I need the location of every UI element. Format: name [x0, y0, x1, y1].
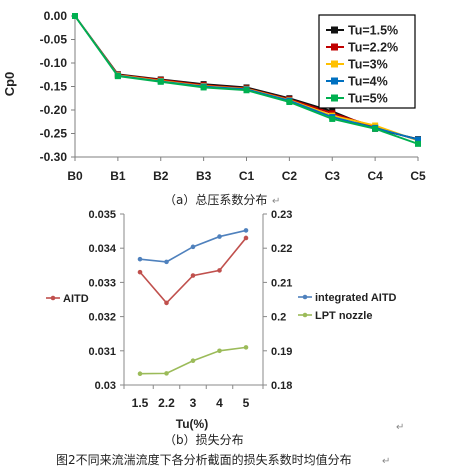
chart-b-data-point	[164, 259, 169, 265]
chart-a-y-tick-label: -0.05	[40, 33, 68, 47]
chart-a-legend-swatch-marker	[331, 94, 338, 102]
chart-a-y-ticks: 0.00 -0.05 -0.10 -0.15 -0.20 -0.25 -0.30	[40, 9, 75, 164]
chart-b-legend-label: integrated AITD	[315, 292, 397, 304]
chart-b-left-tick-label: 0.03	[95, 380, 116, 392]
chart-a-legend-label: Tu=3%	[348, 58, 388, 72]
chart-b-legend-label: AITD	[63, 293, 89, 305]
chart-a-x-tick-label: C2	[282, 169, 298, 183]
chart-b-right-tick-label: 0.2	[271, 312, 286, 324]
chart-b-x-tick-label: 2.2	[158, 396, 175, 410]
chart-b-right-tick-label: 0.22	[271, 243, 292, 255]
chart-a-x-tick-label: C5	[410, 169, 426, 183]
chart-b-x-axis-label: Tu(%)	[176, 417, 208, 431]
figure-caption: 图2不同来流湍流度下各分析截面的损失系数时均值分布	[56, 452, 352, 467]
chart-b-right-tick-label: 0.23	[271, 209, 292, 221]
chart-b-left-tick-label: 0.034	[88, 243, 116, 255]
chart-a-data-point	[415, 140, 421, 147]
chart-b-left-tick-label: 0.033	[88, 277, 116, 289]
chart-b-legends: AITD integrated AITD LPT nozzle	[46, 292, 397, 322]
chart-b-data-point	[164, 300, 169, 306]
chart-a-data-point	[372, 125, 379, 132]
chart-a-x-tick-label: C4	[367, 169, 383, 183]
chart-b-legend-swatch-marker	[302, 312, 308, 318]
chart-a-legend-swatch-marker	[331, 26, 338, 34]
chart-a-data-point	[157, 78, 164, 85]
chart-a-y-axis-label: Cp0	[2, 72, 17, 97]
chart-b-left-tick-label: 0.035	[88, 209, 116, 221]
chart-a-x-tick-label: B0	[67, 169, 83, 183]
chart-b-legend-label: LPT nozzle	[315, 310, 372, 322]
chart-a-legend-label: Tu=5%	[348, 92, 388, 106]
figure-caption-mark: ↵	[382, 456, 390, 467]
chart-a-x-tick-label: C1	[239, 169, 255, 183]
chart-a-data-point	[200, 84, 207, 91]
chart-a-legend-swatch-marker	[331, 60, 338, 68]
chart-a-y-tick-label: -0.25	[40, 127, 68, 141]
chart-a-y-tick-label: -0.10	[40, 56, 68, 70]
chart-a-legend-label: Tu=4%	[348, 75, 388, 89]
chart-a-data-point	[114, 73, 121, 80]
chart-b-caption: （b）损失分布	[164, 432, 244, 447]
chart-a-series	[72, 13, 421, 147]
chart-b-data-point	[243, 228, 249, 233]
chart-b-caption-mark: ↵	[396, 422, 404, 433]
chart-a-legend-swatch-marker	[331, 77, 338, 85]
chart-a-x-tick-label: B3	[196, 169, 212, 183]
chart-a-x-tick-label: B2	[153, 169, 169, 183]
chart-b-data-point	[190, 273, 196, 278]
chart-b-data-point	[217, 234, 222, 239]
chart-b-legend-swatch-marker	[302, 294, 308, 300]
chart-b-series	[137, 228, 249, 377]
chart-b-data-point	[190, 244, 196, 250]
chart-b-data-point	[137, 269, 143, 275]
chart-b-left-ticks: 0.035 0.034 0.033 0.032 0.031 0.03	[88, 209, 124, 392]
chart-a-legend-swatch-marker	[331, 43, 338, 51]
chart-a-data-point	[286, 99, 293, 106]
chart-b-right-tick-label: 0.18	[271, 380, 292, 392]
chart-a-y-tick-label: -0.20	[40, 103, 68, 117]
chart-a-data-point	[243, 87, 250, 94]
chart-a-data-point	[415, 136, 421, 143]
chart-b-right-ticks: 0.23 0.22 0.21 0.2 0.19 0.18	[263, 209, 292, 392]
chart-b-data-point	[137, 256, 143, 262]
chart-b-x-tick-label: 1.5	[132, 396, 149, 410]
chart-a-x-ticks: B0 B1 B2 B3 C1 C2 C3 C4 C5	[67, 157, 426, 183]
chart-b-legend-swatch-marker	[50, 295, 56, 301]
chart-a-y-tick-label: -0.30	[40, 150, 68, 164]
chart-a-y-tick-label: 0.00	[44, 9, 68, 23]
chart-b-data-point	[217, 268, 222, 273]
chart-b-plot-frame	[123, 214, 264, 386]
chart-a-caption-mark: ↵	[272, 196, 280, 207]
chart-a-legend: Tu=1.5% Tu=2.2% Tu=3% Tu=4% Tu=5%	[318, 14, 416, 109]
chart-b-left-tick-label: 0.031	[88, 346, 116, 358]
chart-a-caption: （a）总压系数分布	[164, 192, 267, 207]
chart-b-right-tick-label: 0.21	[271, 277, 292, 289]
chart-b-left-tick-label: 0.032	[88, 312, 116, 324]
chart-b-data-point	[137, 371, 143, 377]
chart-a-data-point	[72, 13, 78, 19]
chart-b-data-point	[243, 235, 249, 241]
chart-b-data-point	[243, 345, 249, 350]
chart-b-right-tick-label: 0.19	[271, 346, 292, 358]
chart-b-x-tick-label: 5	[243, 396, 250, 410]
chart-b-data-point	[164, 371, 169, 376]
chart-a-x-tick-label: B1	[110, 169, 126, 183]
chart-b-x-ticks: 1.5 2.2 3 4 5	[123, 385, 264, 410]
chart-a-y-tick-label: -0.15	[40, 80, 68, 94]
chart-a-x-tick-label: C3	[325, 169, 341, 183]
chart-b-data-point	[190, 358, 196, 364]
chart-total-pressure: Cp0 0.00 -0.05 -0.10 -0.15 -0.20 -0.25 -0.30 B…	[2, 9, 426, 207]
chart-b-x-tick-label: 3	[190, 396, 197, 410]
chart-b-x-tick-label: 4	[216, 396, 223, 410]
chart-a-legend-label: Tu=1.5%	[348, 24, 398, 38]
chart-a-data-point	[329, 115, 336, 122]
chart-a-legend-label: Tu=2.2%	[348, 41, 398, 55]
chart-b-data-point	[217, 348, 222, 354]
